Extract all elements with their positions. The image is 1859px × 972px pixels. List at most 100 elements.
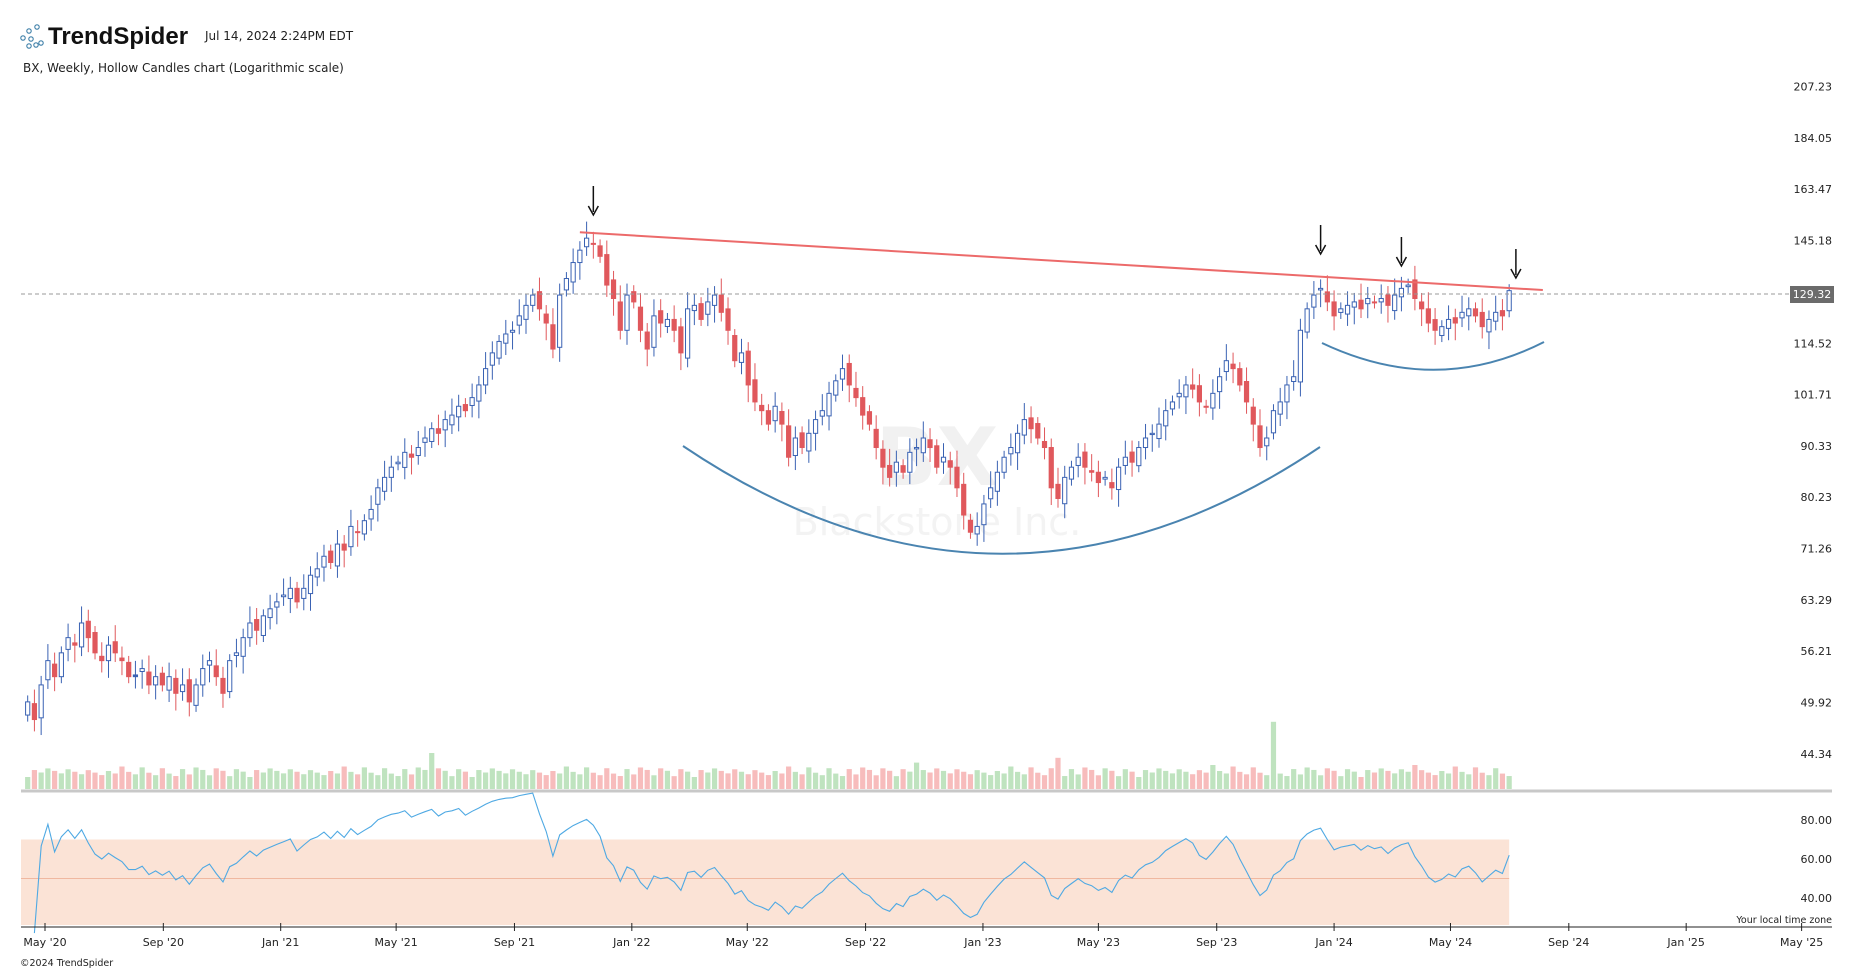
volume-bar (947, 773, 953, 789)
candle-body (1405, 284, 1411, 288)
volume-bar (954, 769, 960, 789)
candle-body (1095, 471, 1101, 484)
candle-body (563, 278, 570, 291)
price-tick-label: 71.26 (1801, 543, 1833, 556)
volume-bar (1371, 772, 1378, 789)
arrow-down-icon (1510, 268, 1522, 280)
volume-bar (853, 774, 859, 789)
candle-body (1149, 432, 1155, 436)
volume-bar (72, 771, 78, 789)
candle-body (173, 677, 179, 694)
volume-bar (1115, 776, 1122, 789)
volume-bar (25, 777, 31, 789)
candle-body (940, 456, 947, 463)
volume-bar (792, 771, 798, 789)
volume-bar (745, 774, 751, 789)
volume-bar (1237, 771, 1243, 789)
time-tick-label: May '23 (1077, 936, 1120, 949)
candle-body (92, 631, 98, 654)
candle-body (1008, 447, 1014, 455)
candle-body (786, 425, 792, 458)
volume-bar (590, 772, 596, 789)
arrow-down-icon (1314, 244, 1327, 256)
candle-body (812, 419, 819, 434)
candle-body (799, 432, 805, 449)
price-axis[interactable]: 207.23 184.05 163.47 145.18 114.52 101.71 90.3… (1794, 81, 1833, 761)
volume-bar (395, 776, 401, 789)
candle-body (1136, 447, 1142, 467)
candle-body (247, 622, 253, 639)
candle-body (1014, 432, 1021, 454)
candle-body (1183, 384, 1189, 398)
candle-body (839, 368, 846, 380)
candle-body (584, 237, 590, 248)
volume-bar (1459, 771, 1465, 789)
candle-body (759, 404, 765, 412)
volume-bar (105, 771, 112, 789)
volume-bar (1089, 769, 1095, 789)
volume-bar (1365, 770, 1371, 789)
candle-body (1163, 410, 1169, 427)
volume-bar (833, 773, 839, 789)
volume-bar (489, 768, 495, 789)
candle-body (1486, 318, 1492, 333)
candle-body (1304, 308, 1310, 333)
volume-bar (678, 769, 684, 789)
volume-bar (705, 772, 711, 789)
volume-bar (496, 770, 502, 789)
candle-body (1479, 311, 1485, 328)
candle-body (1115, 466, 1122, 491)
price-tick-label: 101.71 (1794, 389, 1833, 402)
candle-body (1331, 301, 1337, 317)
candle-body (610, 279, 617, 299)
timezone-note: Your local time zone (1735, 915, 1832, 926)
candle-body (1021, 419, 1027, 436)
volume-bar (873, 775, 879, 789)
volume-bar (563, 766, 570, 789)
annotations[interactable] (579, 186, 1545, 555)
candle-body (530, 294, 536, 306)
volume-bar (388, 773, 394, 789)
volume-bar (139, 767, 145, 789)
volume-bar (584, 767, 590, 789)
volume-bar (907, 771, 913, 789)
time-axis[interactable]: May '20 Sep '20 Jan '21 May '21 Sep '21 Jan '… (23, 923, 1823, 949)
volume-bar (691, 777, 697, 789)
volume-bar (469, 777, 475, 789)
volume-bar (186, 774, 192, 789)
candle-body (193, 684, 199, 706)
volume-bar (893, 776, 899, 789)
volume-bar (1412, 765, 1418, 789)
cup-curve (682, 445, 1321, 555)
price-tick-label: 80.23 (1801, 491, 1833, 504)
logo: TrendSpider (20, 23, 188, 50)
candle-body (442, 419, 448, 431)
candle-body (435, 428, 442, 434)
volume-bar (1190, 774, 1196, 789)
volume-bar (1176, 769, 1182, 789)
volume-bar (1419, 770, 1425, 789)
candle-body (1365, 297, 1371, 305)
candle-body (1318, 287, 1324, 291)
volume-bar (624, 769, 630, 789)
candle-body (65, 637, 71, 650)
price-tick-label: 56.21 (1801, 645, 1833, 658)
candle-body (866, 411, 873, 425)
price-tick-label: 63.29 (1801, 594, 1833, 607)
candle-body (1230, 363, 1236, 370)
volume-bar (1358, 777, 1364, 789)
candle-body (577, 249, 583, 264)
volume-bar (442, 770, 448, 789)
candle-body (146, 671, 152, 686)
candle-body (1102, 476, 1108, 480)
volume-bar (1439, 771, 1445, 789)
candle-body (590, 242, 596, 245)
volume-bar (254, 770, 260, 789)
candle-body (967, 519, 974, 533)
candle-body (348, 525, 354, 548)
candle-body (624, 294, 630, 331)
volume-bar (99, 775, 105, 789)
candle-body (1432, 319, 1438, 331)
volume-bar (173, 776, 179, 789)
